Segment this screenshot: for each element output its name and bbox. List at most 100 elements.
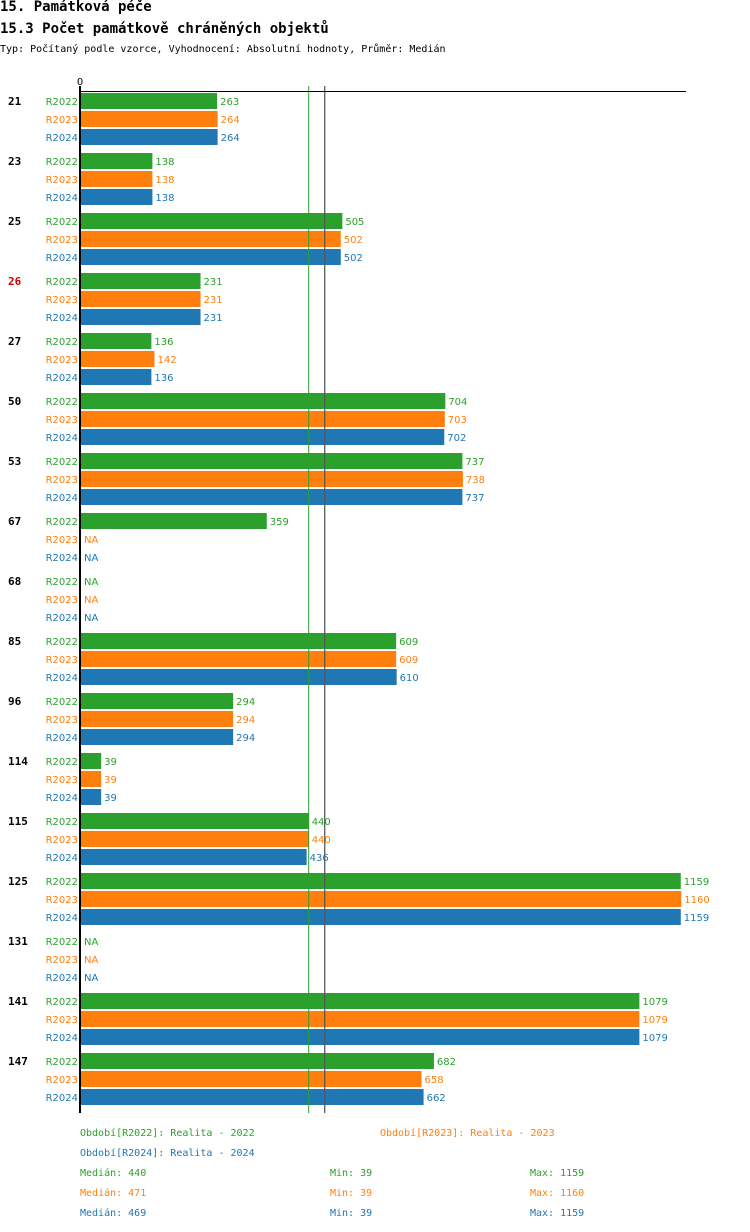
bar-r2022 — [81, 753, 102, 769]
series-label: R2022 — [46, 997, 78, 1008]
data-label: 737 — [465, 493, 484, 504]
series-label: R2024 — [46, 673, 78, 684]
bar-r2022 — [81, 513, 267, 529]
category-label: 26 — [8, 275, 22, 288]
series-label: R2024 — [46, 1093, 78, 1104]
data-label: 264 — [221, 133, 240, 144]
data-label: 610 — [400, 673, 419, 684]
series-label: R2022 — [46, 757, 78, 768]
data-label: 1160 — [684, 895, 709, 906]
data-label: 505 — [345, 217, 364, 228]
bar-r2024 — [81, 1089, 424, 1105]
bar-r2023 — [81, 411, 445, 427]
series-label: R2024 — [46, 553, 78, 564]
bar-r2022 — [81, 693, 234, 709]
legend-period-r2022: Období[R2022]: Realita - 2022 — [80, 1128, 255, 1139]
category-label: 21 — [8, 95, 22, 108]
series-label: R2023 — [46, 835, 78, 846]
series-label: R2024 — [46, 733, 78, 744]
bar-r2022 — [81, 993, 640, 1009]
data-label: 609 — [399, 655, 418, 666]
data-label: 502 — [344, 235, 363, 246]
bar-r2022 — [81, 93, 218, 109]
bar-r2022 — [81, 333, 152, 349]
series-label: R2024 — [46, 313, 78, 324]
category-label: 85 — [8, 635, 21, 648]
series-label: R2023 — [46, 715, 78, 726]
series-label: R2024 — [46, 973, 78, 984]
series-label: R2023 — [46, 1015, 78, 1026]
category-label: 68 — [8, 575, 21, 588]
na-label: NA — [84, 553, 98, 564]
data-label: 738 — [466, 475, 485, 486]
data-label: 294 — [236, 697, 255, 708]
series-label: R2022 — [46, 277, 78, 288]
series-label: R2024 — [46, 373, 78, 384]
na-label: NA — [84, 973, 98, 984]
category-label: 131 — [8, 935, 28, 948]
series-label: R2022 — [46, 1057, 78, 1068]
bar-r2024 — [81, 369, 152, 385]
bar-r2024 — [81, 669, 397, 685]
legend-median-r2023: Medián: 471 — [80, 1188, 147, 1199]
data-label: 138 — [155, 157, 174, 168]
bar-r2023 — [81, 171, 153, 187]
bar-r2023 — [81, 1011, 640, 1027]
category-label: 53 — [8, 455, 21, 468]
data-label: 264 — [221, 115, 240, 126]
series-label: R2022 — [46, 817, 78, 828]
na-label: NA — [84, 595, 98, 606]
series-label: R2024 — [46, 1033, 78, 1044]
bar-r2024 — [81, 729, 234, 745]
category-label: 27 — [8, 335, 21, 348]
bar-r2023 — [81, 351, 155, 367]
data-label: 39 — [104, 775, 117, 786]
series-label: R2022 — [46, 397, 78, 408]
axis-zero-label: 0 — [77, 77, 83, 88]
data-label: 1079 — [642, 1015, 667, 1026]
series-label: R2022 — [46, 577, 78, 588]
data-label: 440 — [312, 817, 331, 828]
category-label: 25 — [8, 215, 21, 228]
series-label: R2023 — [46, 235, 78, 246]
bar-r2024 — [81, 849, 307, 865]
bar-r2024 — [81, 789, 102, 805]
series-label: R2024 — [46, 793, 78, 804]
data-label: 138 — [155, 193, 174, 204]
series-label: R2022 — [46, 157, 78, 168]
series-label: R2024 — [46, 133, 78, 144]
series-label: R2023 — [46, 595, 78, 606]
series-label: R2022 — [46, 637, 78, 648]
series-label: R2024 — [46, 493, 78, 504]
series-label: R2022 — [46, 937, 78, 948]
data-label: 682 — [437, 1057, 456, 1068]
bar-r2023 — [81, 891, 682, 907]
series-label: R2024 — [46, 193, 78, 204]
category-label: 50 — [8, 395, 21, 408]
bar-r2023 — [81, 771, 102, 787]
data-label: 1159 — [684, 913, 709, 924]
data-label: 1079 — [642, 997, 667, 1008]
data-label: 138 — [155, 175, 174, 186]
series-label: R2022 — [46, 697, 78, 708]
bar-r2022 — [81, 633, 397, 649]
legend-period-r2023: Období[R2023]: Realita - 2023 — [380, 1128, 555, 1139]
category-label: 96 — [8, 695, 22, 708]
page-title: 15. Památková péče — [0, 0, 152, 15]
series-label: R2023 — [46, 955, 78, 966]
series-label: R2023 — [46, 415, 78, 426]
bar-r2022 — [81, 273, 201, 289]
legend-max-r2022: Max: 1159 — [530, 1168, 585, 1179]
bar-r2022 — [81, 393, 446, 409]
bar-r2023 — [81, 231, 341, 247]
bar-r2024 — [81, 909, 681, 925]
legend-max-r2024: Max: 1159 — [530, 1208, 585, 1219]
data-label: 39 — [104, 757, 117, 768]
data-label: 231 — [204, 277, 223, 288]
data-label: 609 — [399, 637, 418, 648]
series-label: R2023 — [46, 295, 78, 306]
data-label: 231 — [204, 313, 223, 324]
bar-r2023 — [81, 1071, 422, 1087]
series-label: R2024 — [46, 253, 78, 264]
